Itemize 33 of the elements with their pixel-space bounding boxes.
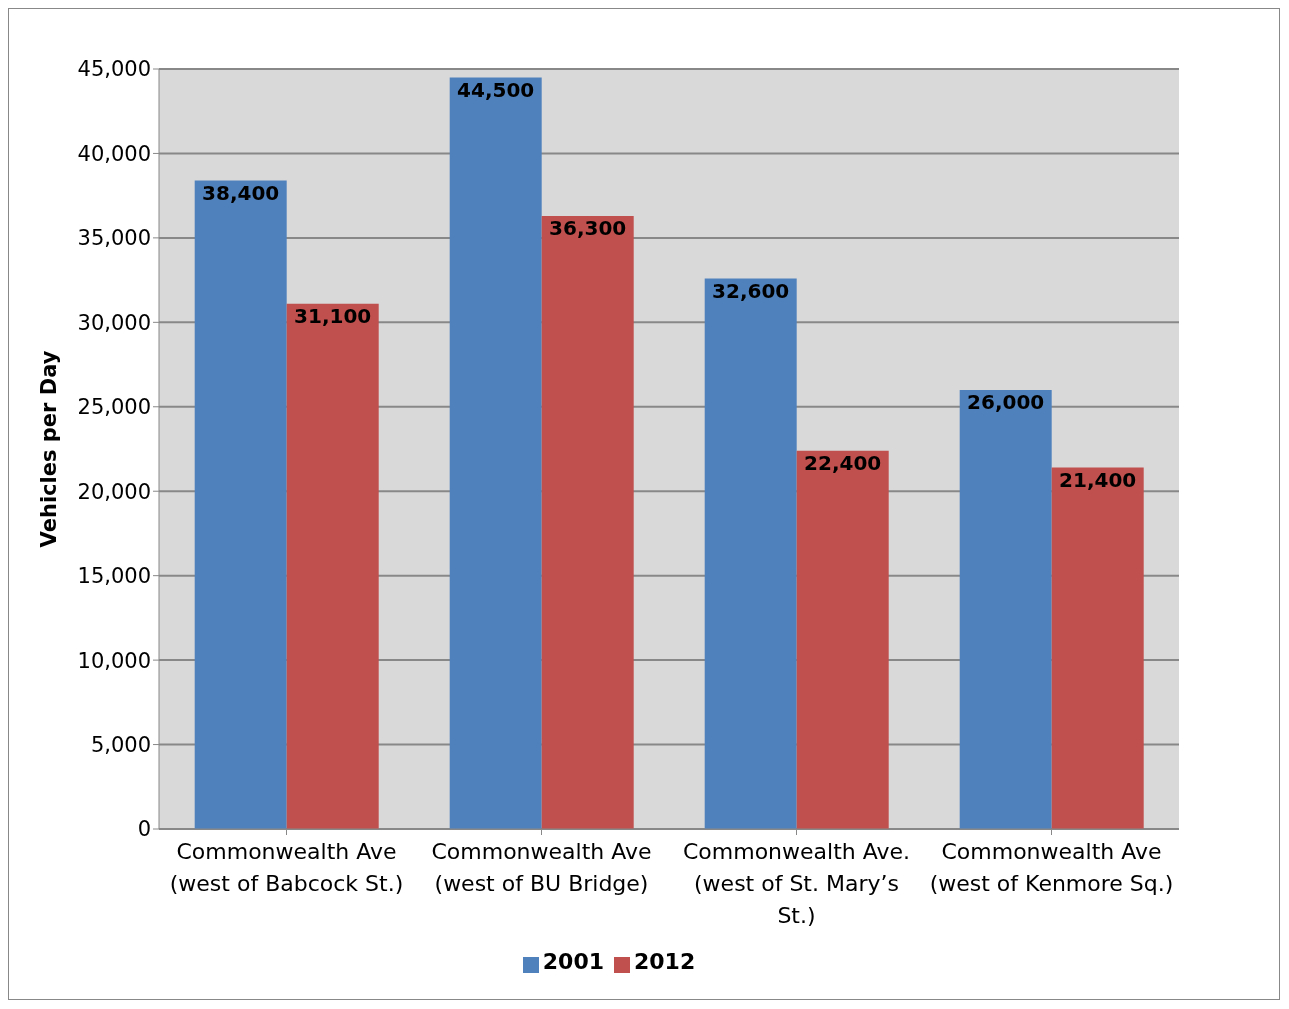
y-tick-label: 25,000 bbox=[77, 395, 151, 420]
data-label: 38,400 bbox=[202, 180, 280, 205]
bar bbox=[449, 77, 542, 829]
bar bbox=[796, 450, 889, 829]
x-tick-label: Commonwealth Ave. (west of St. Mary’s St.) bbox=[682, 839, 911, 928]
x-tick-label: Commonwealth Ave (west of Kenmore Sq.) bbox=[929, 839, 1174, 896]
data-label: 21,400 bbox=[1059, 467, 1137, 492]
y-axis-title: Vehicles per Day bbox=[37, 350, 62, 548]
y-tick-label: 10,000 bbox=[77, 648, 151, 673]
y-tick-label: 0 bbox=[137, 817, 151, 842]
data-label: 36,300 bbox=[549, 216, 627, 241]
data-label: 44,500 bbox=[457, 77, 535, 102]
bar bbox=[704, 278, 797, 829]
bar bbox=[1051, 467, 1144, 829]
legend-label: 2001 bbox=[542, 949, 604, 974]
y-tick-label: 35,000 bbox=[77, 226, 151, 251]
bar bbox=[286, 303, 379, 829]
bar bbox=[959, 389, 1052, 829]
x-tick-label: Commonwealth Ave (west of BU Bridge) bbox=[431, 839, 652, 896]
bar bbox=[541, 215, 634, 829]
y-tick-label: 15,000 bbox=[77, 564, 151, 589]
legend-label: 2012 bbox=[634, 949, 696, 974]
data-label: 31,100 bbox=[294, 303, 372, 328]
bar bbox=[194, 180, 287, 829]
data-label: 32,600 bbox=[712, 278, 790, 303]
y-tick-label: 30,000 bbox=[77, 310, 151, 335]
data-label: 22,400 bbox=[804, 450, 882, 475]
y-tick-label: 40,000 bbox=[77, 141, 151, 166]
y-tick-label: 5,000 bbox=[90, 733, 151, 758]
y-tick-label: 20,000 bbox=[77, 479, 151, 504]
x-tick-label: Commonwealth Ave (west of Babcock St.) bbox=[169, 839, 404, 896]
y-tick-label: 45,000 bbox=[77, 57, 151, 82]
data-label: 26,000 bbox=[967, 390, 1045, 415]
